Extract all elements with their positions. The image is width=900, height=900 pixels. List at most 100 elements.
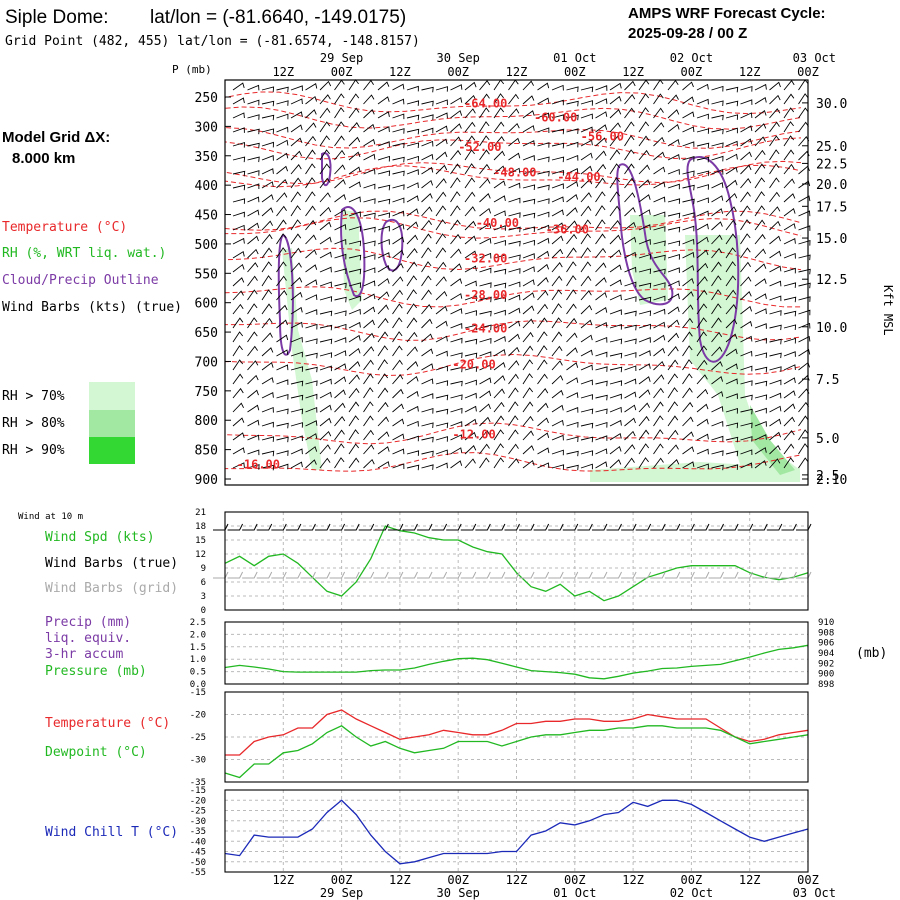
wind-barb [580,247,591,259]
wind-barb [493,443,504,455]
wind-barb [551,248,564,259]
wind-barb [305,95,318,105]
wind-barb [522,459,535,469]
rh-region-late-b-80 [750,405,795,475]
wind-barb [798,309,811,316]
wind-barb [479,178,491,189]
wind-barb [348,401,360,413]
wind-barb [653,240,666,247]
wind-barb [261,100,275,107]
wind-barb [450,434,463,441]
surface-wind-barb [446,523,462,531]
wind-barb [435,350,448,357]
wind-barb [435,138,448,147]
wind-barb [305,122,317,133]
wind-barb [682,387,693,399]
wind-barb [232,198,246,204]
wind-barb [740,380,753,386]
wind-barb [450,84,463,91]
wind-barb [508,182,521,189]
wind-barb [377,373,389,385]
wind-barb [595,421,608,428]
wind-barb [406,234,418,245]
wind-barb [696,262,709,273]
wind-barb [624,192,636,203]
wind-barb [711,361,723,371]
wind-barb [566,168,579,175]
wind-barb [276,86,289,93]
wind-barb [261,392,274,399]
wind-barb [653,93,664,105]
top-date-label: 29 Sep [320,51,363,65]
wind-barb [711,234,723,245]
surface-wind-barb [227,523,244,531]
wind-barb [247,262,259,273]
wind-barb [537,359,548,371]
wind-barb [450,308,463,315]
wind-barb [798,225,811,231]
wind-barb [682,431,694,441]
rh-80-label: RH > 80% [2,416,65,431]
wind-barb [769,280,782,287]
wind-barb [667,154,680,161]
wind-barb [305,406,318,413]
surface-wind-barb [752,523,768,531]
wind-barb [450,205,461,217]
wind-barb [595,205,606,217]
wind-barb [450,110,463,119]
wind-barb [667,198,681,204]
y-tick-label: 0.5 [190,668,206,678]
bottom-hour-labels: 12Z 00Z 12Z 00Z 12Z 00Z 12Z 00Z 12Z 00Z [272,873,818,887]
wind-barb [653,254,666,261]
wind-barb [783,351,796,357]
wind-barb [290,124,303,133]
wind-barb [638,363,651,371]
wind-barb [667,226,681,233]
wind-chill-panel: -55-50-45-40-35-30-25-20-15 [190,786,809,878]
wind-barb [624,352,637,358]
wind-barb [276,290,288,301]
wind-barb [725,114,739,120]
wind-barb [276,349,289,357]
wind-barb [551,84,564,91]
wind-barb [696,184,709,190]
wind-barb [783,267,796,274]
wind-barb [667,293,680,301]
bottom-hour-label: 12Z [622,873,644,887]
wind-barb [537,184,550,191]
wind-barb [334,296,347,303]
wind-barb [334,350,347,357]
wind-barb [261,317,273,329]
wind-barb [392,156,405,163]
wind-barb [522,331,534,343]
surface-wind-barb-grid [664,571,681,579]
wind-barb [551,114,565,120]
wind-barb [363,240,376,247]
pressure-tick-label: 400 [195,179,218,194]
pressure-tick-label: 600 [195,297,218,312]
wind-barb [609,352,623,359]
wind-barb [566,141,579,148]
wind-barb [595,306,608,315]
wind-barb [334,443,345,455]
surface-wind-barb-grid [285,571,302,579]
wind-speed-legend: Wind Spd (kts) [45,530,155,545]
wind-barb [595,85,608,91]
wind-barb [464,310,477,316]
wind-barb [740,85,753,92]
wind-barb [711,261,722,273]
wind-barb [696,236,709,245]
wind-barb [247,404,260,413]
wind-barb [769,379,782,386]
wind-barb [479,403,491,413]
wind-barb [508,443,519,455]
wind-barb [421,219,432,231]
wind-barb [740,462,753,469]
wind-barb [595,380,608,387]
wind-barb [406,155,419,162]
wind-barb [305,366,318,373]
wind-barb [421,100,434,107]
wind-barb [653,457,664,469]
wind-barb [377,401,389,413]
